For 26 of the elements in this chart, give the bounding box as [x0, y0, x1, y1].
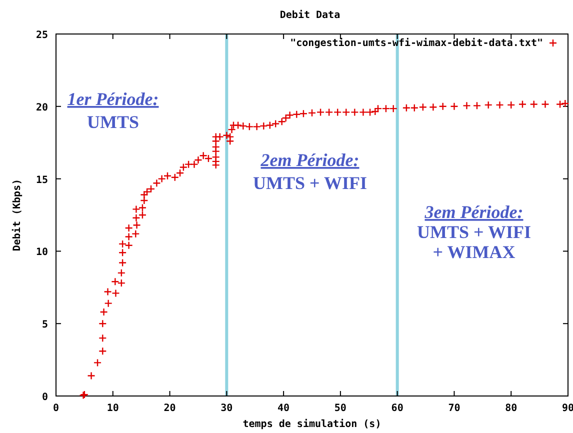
y-axis-title: Debit (Kbps)	[11, 178, 23, 252]
x-tick-label: 0	[52, 403, 60, 414]
x-tick-label: 40	[278, 403, 290, 414]
annotation: 3em Période:	[424, 202, 524, 222]
chart-title: Debit Data	[280, 9, 340, 21]
x-tick-label: 10	[106, 403, 119, 414]
y-tick-label: 0	[42, 392, 48, 403]
y-tick-label: 5	[42, 320, 48, 331]
y-tick-label: 10	[36, 247, 48, 258]
x-tick-label: 30	[220, 403, 233, 414]
x-tick-label: 60	[391, 403, 404, 414]
x-axis-title: temps de simulation (s)	[242, 418, 382, 430]
annotation: + WIMAX	[432, 242, 516, 262]
y-tick-label: 25	[36, 30, 48, 41]
y-tick-label: 20	[36, 102, 48, 114]
x-tick-label: 50	[334, 403, 346, 414]
annotation: UMTS + WIFI	[417, 222, 531, 242]
y-tick-label: 15	[36, 174, 48, 186]
annotation: UMTS	[86, 112, 140, 132]
annotation: 1er Période:	[67, 89, 159, 109]
x-tick-label: 80	[505, 403, 518, 414]
x-tick-label: 20	[164, 403, 176, 414]
text: "congestion-umts-wfi-wimax-debit-data.txt"	[290, 37, 543, 49]
x-tick-label: 70	[448, 403, 460, 414]
annotation: UMTS + WIFI	[253, 173, 367, 193]
annotation: 2em Période:	[260, 150, 360, 170]
